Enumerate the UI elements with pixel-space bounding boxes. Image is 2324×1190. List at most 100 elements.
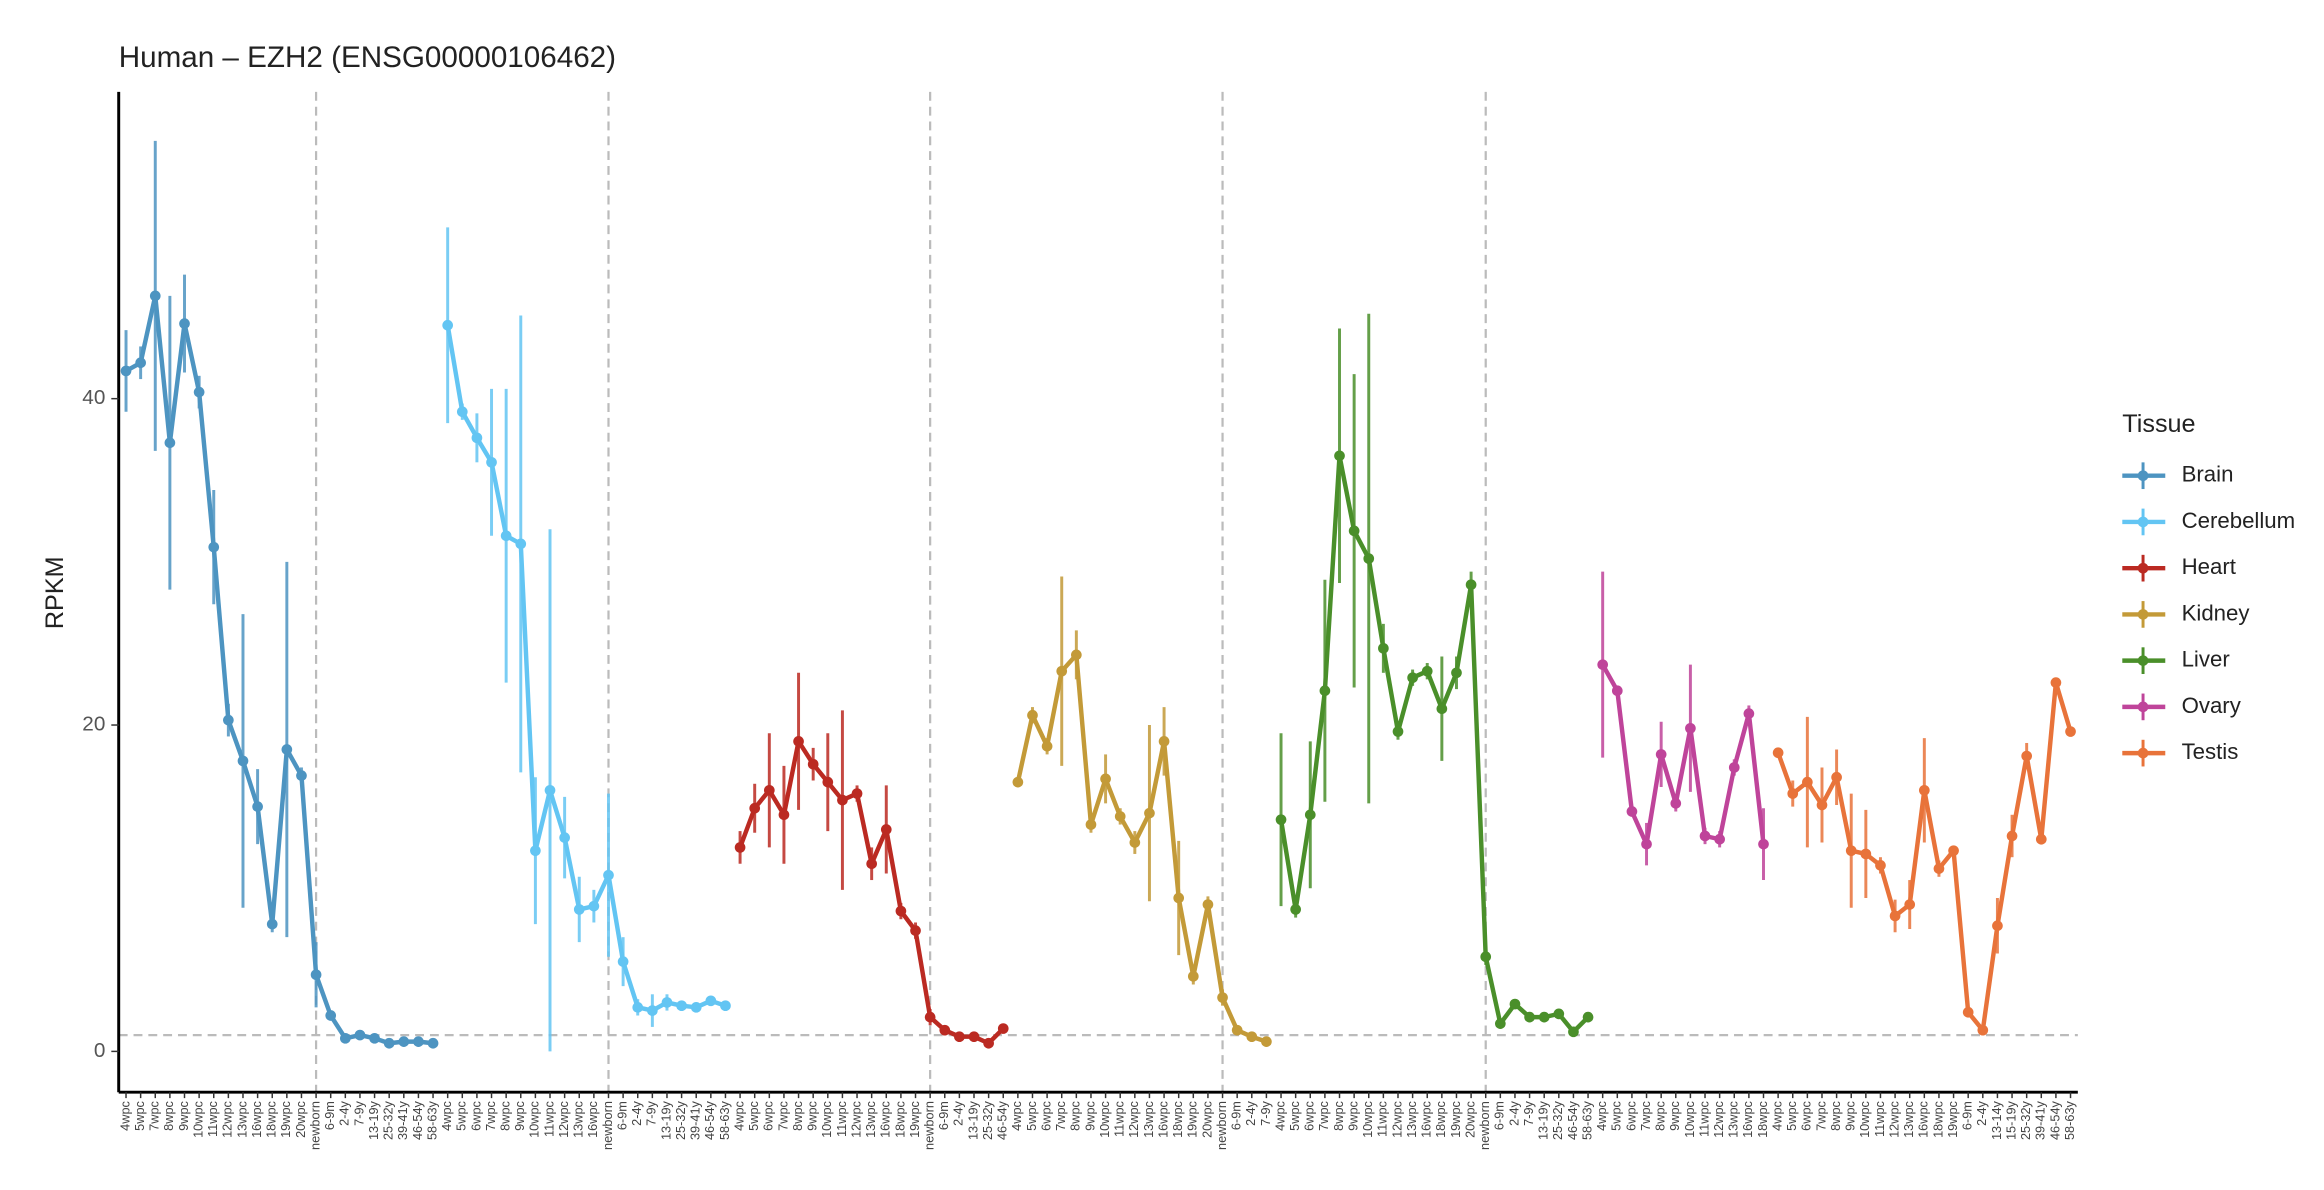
x-tick-label: 6-9m	[936, 1101, 951, 1130]
x-tick-label: 4wpc	[1594, 1100, 1609, 1130]
x-tick-label: 7wpc	[1053, 1100, 1068, 1130]
x-tick-label: 13wpc	[863, 1100, 878, 1137]
x-tick-label: 4wpc	[439, 1100, 454, 1130]
data-point	[720, 1000, 731, 1012]
x-tick-label: 58-63y	[2062, 1100, 2077, 1140]
x-tick-label: 2-4y	[1974, 1100, 1989, 1125]
data-point	[1509, 998, 1521, 1010]
x-tick-label: 58-63y	[424, 1100, 439, 1140]
data-point	[515, 538, 527, 550]
x-tick-label: 9wpc	[805, 1100, 820, 1130]
data-point	[179, 318, 190, 329]
data-point	[1071, 649, 1082, 661]
x-tick-label: 6-9m	[614, 1101, 629, 1130]
data-point	[866, 858, 877, 870]
data-point	[1202, 899, 1214, 910]
data-point	[661, 997, 673, 1008]
data-point	[1611, 685, 1623, 697]
data-point	[1538, 1011, 1550, 1023]
x-tick-label: 12wpc	[848, 1100, 863, 1137]
data-point	[1495, 1018, 1506, 1029]
data-point	[1348, 525, 1360, 537]
y-tick-label: 40	[82, 386, 105, 409]
x-tick-label: 16wpc	[878, 1100, 893, 1137]
x-tick-label: 18wpc	[1930, 1100, 1945, 1137]
x-tick-label: 7-9y	[1521, 1100, 1536, 1125]
data-point	[1246, 1031, 1258, 1043]
legend-label: Ovary	[2182, 693, 2242, 718]
series-line	[1015, 652, 1268, 1044]
data-point	[1290, 904, 1301, 915]
legend-key-point	[2137, 701, 2149, 713]
legend-label: Brain	[2182, 462, 2234, 487]
x-tick-label: newborn	[1214, 1101, 1229, 1150]
x-tick-label: 11wpc	[1375, 1100, 1390, 1136]
data-point	[296, 770, 307, 781]
data-point	[983, 1037, 994, 1049]
data-point	[822, 776, 834, 788]
data-point	[1568, 1026, 1579, 1038]
data-point	[968, 1031, 980, 1043]
legend-key-point	[2137, 747, 2149, 759]
x-tick-label: 7wpc	[1813, 1100, 1828, 1130]
x-tick-label: 6wpc	[1038, 1100, 1053, 1130]
data-point	[2035, 833, 2047, 845]
legend-label: Liver	[2182, 647, 2231, 672]
data-point	[1451, 667, 1462, 679]
x-tick-label: 39-41y	[688, 1100, 703, 1140]
x-tick-label: newborn	[600, 1101, 615, 1150]
x-tick-label: 12wpc	[1886, 1100, 1901, 1137]
x-tick-label: 11wpc	[1696, 1100, 1711, 1136]
data-point	[1085, 819, 1097, 830]
y-axis-label: RPKM	[41, 556, 69, 629]
data-point	[1918, 784, 1930, 796]
x-tick-label: 12wpc	[1711, 1100, 1726, 1137]
data-point	[1041, 740, 1053, 752]
x-tick-label: 16wpc	[249, 1100, 264, 1137]
data-point	[705, 995, 717, 1007]
x-tick-label: 6wpc	[468, 1100, 483, 1130]
data-point	[1802, 776, 1813, 788]
data-point	[442, 319, 454, 331]
x-tick-label: newborn	[1477, 1101, 1492, 1150]
x-tick-label: 10wpc	[1360, 1100, 1375, 1137]
x-tick-label: 13-19y	[658, 1100, 673, 1140]
data-point	[1582, 1011, 1594, 1023]
x-tick-label: 19wpc	[907, 1100, 922, 1137]
legend-key-point	[2137, 516, 2149, 528]
x-tick-label: 4wpc	[1009, 1100, 1024, 1130]
x-tick-label: 7wpc	[147, 1100, 162, 1130]
data-point	[1626, 806, 1638, 817]
x-tick-label: 46-54y	[2047, 1100, 2062, 1140]
data-point	[778, 809, 790, 821]
x-tick-label: 13wpc	[1726, 1100, 1741, 1137]
data-point	[1407, 672, 1418, 684]
x-tick-label: 6wpc	[1623, 1100, 1638, 1130]
x-tick-label: 9wpc	[1082, 1100, 1097, 1130]
x-tick-label: 46-54y	[702, 1100, 717, 1140]
data-point	[924, 1011, 936, 1023]
data-point	[149, 290, 161, 302]
x-tick-label: 8wpc	[1828, 1100, 1843, 1130]
x-tick-label: 6-9m	[1960, 1101, 1975, 1130]
x-tick-label: 7wpc	[483, 1100, 498, 1130]
x-tick-label: 6wpc	[1302, 1100, 1317, 1130]
legend-title: Tissue	[2122, 410, 2195, 438]
x-tick-label: 13wpc	[1901, 1100, 1916, 1137]
x-tick-label: 10wpc	[1097, 1100, 1112, 1137]
x-tick-label: 5wpc	[454, 1100, 469, 1130]
x-tick-label: 5wpc	[1024, 1100, 1039, 1130]
data-point	[1012, 776, 1024, 788]
data-point	[1421, 665, 1433, 677]
x-tick-label: 13wpc	[571, 1100, 586, 1137]
x-tick-label: 8wpc	[790, 1100, 805, 1130]
series-line	[445, 324, 727, 1013]
data-point	[1056, 665, 1068, 677]
x-tick-label: 8wpc	[161, 1100, 176, 1130]
data-point	[1699, 830, 1711, 842]
data-point	[398, 1036, 410, 1047]
data-point	[1129, 837, 1141, 848]
x-tick-label: 2-4y	[629, 1100, 644, 1125]
x-tick-label: 6wpc	[1799, 1100, 1814, 1130]
legend-label: Heart	[2182, 554, 2237, 579]
